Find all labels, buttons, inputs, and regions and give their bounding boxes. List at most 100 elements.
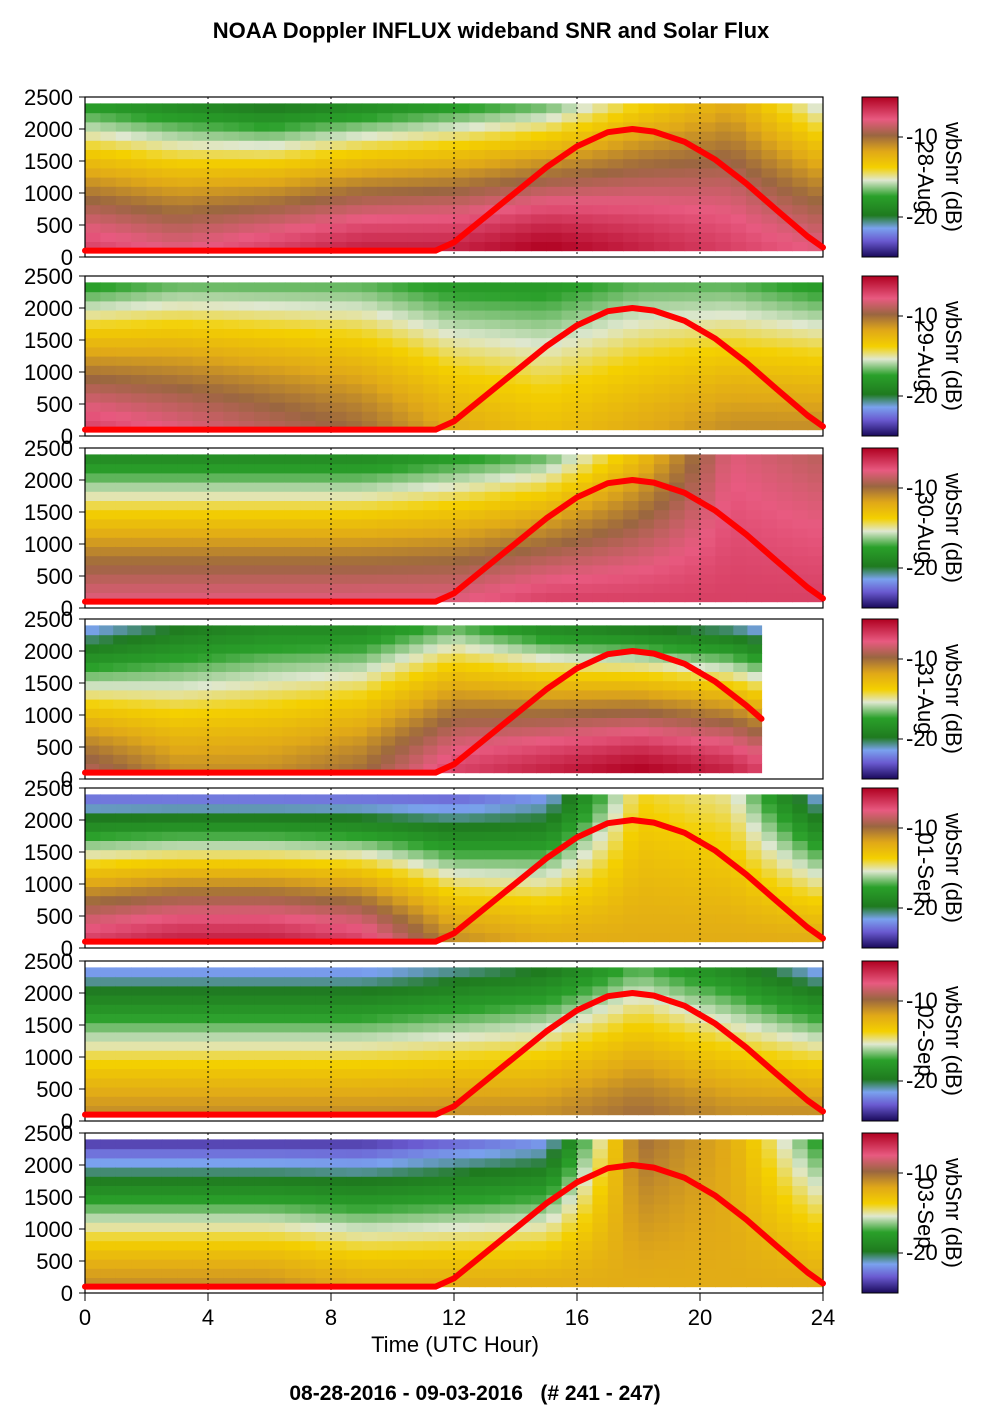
heatmap-cell xyxy=(454,337,470,348)
heatmap-cell xyxy=(115,1013,132,1024)
heatmap-cell xyxy=(653,365,670,375)
heatmap-cell xyxy=(331,149,347,160)
heatmap-cell xyxy=(546,500,563,511)
heatmap-cell xyxy=(761,822,778,832)
heatmap-cell xyxy=(284,886,301,897)
heatmap-cell xyxy=(423,895,440,906)
heatmap-cell xyxy=(465,625,481,636)
heatmap-cell xyxy=(300,840,317,851)
heatmap-cell xyxy=(515,356,532,366)
heatmap-cell xyxy=(223,1259,240,1269)
heatmap-cell xyxy=(238,812,255,823)
heatmap-cell xyxy=(454,822,470,832)
heatmap-cell xyxy=(705,726,720,737)
heatmap-cell xyxy=(115,1277,132,1288)
heatmap-cell xyxy=(438,831,455,841)
heatmap-cell xyxy=(546,177,563,187)
heatmap-cell xyxy=(268,754,283,764)
heatmap-cell xyxy=(669,877,686,887)
heatmap-cell xyxy=(648,671,664,682)
heatmap-cell xyxy=(451,643,467,654)
heatmap-cell xyxy=(550,625,565,636)
heatmap-cell xyxy=(146,463,163,474)
heatmap-cell xyxy=(100,365,117,375)
heatmap-cell xyxy=(715,356,732,366)
heatmap-cell xyxy=(146,1185,163,1196)
heatmap-cell xyxy=(409,735,424,746)
heatmap-cell xyxy=(238,103,255,114)
heatmap-cell xyxy=(146,858,163,869)
heatmap-cell xyxy=(607,1031,624,1042)
heatmap-cell xyxy=(177,1031,194,1042)
heatmap-cell xyxy=(409,625,424,636)
heatmap-cell xyxy=(577,904,593,915)
heatmap-cell xyxy=(451,726,467,737)
heatmap-cell xyxy=(169,745,185,755)
heatmap-cell xyxy=(254,1157,271,1168)
heatmap-cell xyxy=(161,365,178,375)
heatmap-cell xyxy=(315,904,332,915)
heatmap-cell xyxy=(115,904,132,915)
heatmap-cell xyxy=(669,895,686,906)
heatmap-cell xyxy=(146,1213,163,1223)
heatmap-cell xyxy=(192,1077,209,1088)
heatmap-cell xyxy=(730,158,747,169)
heatmap-cell xyxy=(662,634,678,645)
heatmap-cell xyxy=(623,1087,640,1097)
heatmap-cell xyxy=(392,592,409,603)
heatmap-cell xyxy=(623,500,640,511)
heatmap-cell xyxy=(684,213,701,224)
heatmap-cell xyxy=(284,241,301,252)
heatmap-cell xyxy=(469,1077,486,1088)
heatmap-cell xyxy=(662,763,678,774)
heatmap-cell xyxy=(352,671,368,682)
heatmap-cell xyxy=(423,754,438,764)
heatmap-cell xyxy=(623,895,640,906)
heatmap-cell xyxy=(607,886,624,897)
heatmap-cell xyxy=(561,463,578,474)
heatmap-cell xyxy=(454,877,470,887)
heatmap-cell xyxy=(161,546,178,557)
heatmap-cell xyxy=(100,509,117,520)
heatmap-cell xyxy=(131,140,148,150)
heatmap-cell xyxy=(684,346,701,357)
heatmap-cell xyxy=(100,1059,117,1070)
heatmap-cell xyxy=(131,131,148,141)
heatmap-cell xyxy=(254,356,271,366)
heatmap-cell xyxy=(577,374,593,385)
heatmap-cell xyxy=(85,574,101,584)
heatmap-cell xyxy=(192,803,209,814)
heatmap-cell xyxy=(515,803,532,814)
heatmap-cell xyxy=(310,634,326,645)
heatmap-cell xyxy=(515,932,532,943)
heatmap-cell xyxy=(85,822,101,832)
heatmap-cell xyxy=(315,392,332,403)
heatmap-cell xyxy=(331,131,347,141)
heatmap-cell xyxy=(792,482,809,492)
heatmap-cell xyxy=(146,454,163,465)
heatmap-cell xyxy=(392,528,409,538)
heatmap-cell xyxy=(254,282,271,293)
heatmap-cell xyxy=(131,1013,148,1024)
heatmap-cell xyxy=(346,411,363,421)
heatmap-cell xyxy=(208,1176,224,1186)
heatmap-cell xyxy=(691,680,706,691)
heatmap-cell xyxy=(269,356,286,366)
heatmap-cell xyxy=(500,112,517,123)
heatmap-cell xyxy=(465,699,481,709)
heatmap-cell xyxy=(454,365,470,375)
heatmap-cell xyxy=(208,241,224,252)
heatmap-cell xyxy=(484,392,501,403)
heatmap-cell xyxy=(254,671,269,682)
heatmap-cell xyxy=(115,822,132,832)
heatmap-cell xyxy=(546,1013,563,1024)
heatmap-cell xyxy=(500,849,517,860)
heatmap-cell xyxy=(454,1004,470,1014)
heatmap-cell xyxy=(161,411,178,421)
heatmap-cell xyxy=(300,411,317,421)
heatmap-cell xyxy=(638,195,655,206)
heatmap-cell xyxy=(409,671,424,682)
heatmap-cell xyxy=(197,699,213,709)
heatmap-cell xyxy=(85,319,101,329)
heatmap-cell xyxy=(623,454,640,465)
